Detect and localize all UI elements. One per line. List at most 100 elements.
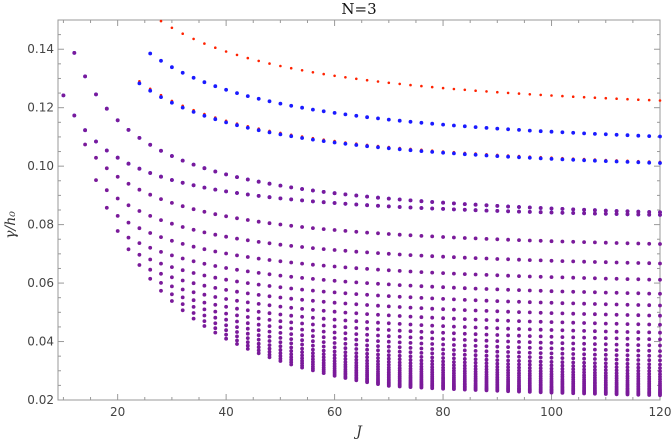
data-point — [235, 175, 239, 180]
data-point — [300, 333, 304, 338]
data-point — [397, 322, 402, 326]
data-point — [332, 336, 337, 340]
data-point — [506, 354, 510, 359]
data-point — [191, 290, 196, 295]
data-point — [115, 229, 120, 233]
data-point — [365, 351, 369, 356]
data-point — [332, 111, 337, 115]
data-point — [527, 288, 532, 293]
data-point — [224, 304, 229, 309]
data-point — [452, 297, 456, 302]
data-point — [625, 392, 630, 397]
data-point — [267, 284, 272, 288]
data-point — [473, 208, 478, 213]
data-point — [256, 316, 261, 321]
data-point — [647, 160, 652, 165]
data-point — [506, 299, 510, 304]
data-point — [419, 149, 424, 154]
data-point — [506, 362, 510, 366]
data-point — [614, 312, 619, 317]
data-point — [408, 295, 413, 300]
data-point — [506, 358, 510, 363]
data-point — [278, 273, 283, 278]
data-point — [495, 354, 500, 358]
data-point — [593, 211, 597, 216]
data-point — [636, 133, 641, 138]
data-point — [527, 390, 532, 394]
data-point — [473, 125, 478, 129]
data-point — [462, 317, 467, 321]
data-point — [278, 331, 283, 335]
data-point — [278, 222, 283, 227]
data-point — [560, 210, 565, 215]
data-point — [647, 241, 652, 246]
data-point — [245, 300, 250, 305]
data-point — [636, 337, 641, 341]
data-point — [267, 334, 272, 339]
data-point — [213, 315, 218, 320]
data-point — [430, 234, 435, 239]
data-point — [332, 349, 337, 354]
data-point — [625, 212, 630, 217]
data-point — [484, 126, 489, 130]
data-point — [398, 82, 402, 86]
data-point — [441, 337, 445, 341]
data-point — [376, 231, 380, 236]
data-point — [289, 355, 294, 360]
data-point — [408, 341, 413, 345]
data-point — [278, 351, 283, 355]
data-point — [625, 342, 630, 347]
data-point — [625, 357, 630, 362]
data-point — [332, 248, 337, 252]
data-point — [397, 349, 402, 354]
data-point — [397, 363, 402, 368]
data-point — [462, 343, 467, 348]
data-point — [571, 239, 576, 244]
data-point — [224, 297, 229, 301]
data-point — [647, 362, 652, 367]
data-point — [647, 330, 652, 335]
data-point — [289, 185, 294, 190]
data-point — [278, 354, 283, 358]
data-point — [495, 287, 500, 292]
data-point — [137, 166, 142, 171]
data-point — [332, 353, 337, 357]
data-point — [462, 357, 467, 361]
data-point — [636, 392, 641, 397]
data-point — [365, 343, 369, 348]
data-point — [256, 328, 261, 333]
data-point — [289, 197, 294, 202]
data-point — [300, 350, 304, 354]
data-point — [571, 352, 576, 356]
data-point — [376, 267, 380, 272]
data-point — [614, 371, 619, 376]
data-point — [527, 205, 532, 210]
data-point — [224, 120, 229, 125]
data-point — [61, 93, 66, 98]
data-point — [321, 335, 326, 340]
data-point — [256, 302, 261, 306]
data-point — [267, 329, 272, 334]
data-point — [213, 295, 218, 299]
data-point — [321, 340, 326, 344]
data-point — [593, 364, 597, 369]
data-point — [517, 319, 521, 323]
data-point — [397, 334, 402, 339]
data-point — [614, 365, 619, 369]
data-point — [224, 214, 229, 219]
data-point — [473, 388, 478, 392]
data-point — [484, 357, 489, 362]
data-point — [462, 366, 467, 371]
data-point — [517, 127, 521, 132]
data-point — [235, 330, 239, 334]
data-point — [473, 367, 478, 371]
data-point — [376, 312, 380, 317]
data-point — [224, 328, 229, 333]
data-point — [267, 221, 272, 226]
data-point — [397, 328, 402, 333]
data-point — [311, 71, 315, 74]
data-point — [593, 329, 597, 334]
data-point — [625, 336, 630, 341]
data-point — [159, 261, 163, 266]
